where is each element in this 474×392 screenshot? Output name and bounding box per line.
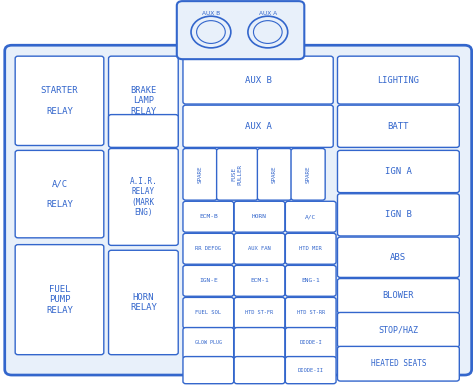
Text: FUEL
PUMP
RELAY: FUEL PUMP RELAY: [46, 285, 73, 314]
Text: AUX B: AUX B: [202, 11, 220, 16]
FancyBboxPatch shape: [337, 312, 459, 347]
FancyBboxPatch shape: [183, 56, 333, 104]
FancyBboxPatch shape: [183, 298, 234, 328]
FancyBboxPatch shape: [337, 151, 459, 192]
FancyBboxPatch shape: [285, 233, 336, 264]
FancyBboxPatch shape: [337, 105, 459, 147]
FancyBboxPatch shape: [291, 149, 325, 200]
Text: SPARE: SPARE: [198, 165, 202, 183]
Text: IGN B: IGN B: [385, 211, 412, 220]
FancyBboxPatch shape: [285, 201, 336, 232]
FancyBboxPatch shape: [234, 357, 285, 384]
Text: A/C: A/C: [305, 214, 316, 219]
Text: LIGHTING: LIGHTING: [377, 76, 419, 85]
FancyBboxPatch shape: [183, 201, 234, 232]
Text: AUX A: AUX A: [245, 122, 272, 131]
FancyBboxPatch shape: [337, 237, 459, 278]
Text: BATT: BATT: [388, 122, 409, 131]
Text: ECM-1: ECM-1: [250, 278, 269, 283]
Text: STARTER

RELAY: STARTER RELAY: [41, 86, 78, 116]
FancyBboxPatch shape: [109, 114, 178, 147]
FancyBboxPatch shape: [234, 328, 285, 358]
FancyBboxPatch shape: [234, 265, 285, 296]
Text: IGN A: IGN A: [385, 167, 412, 176]
Text: BRAKE
LAMP
RELAY: BRAKE LAMP RELAY: [130, 86, 156, 116]
Text: A.I.R.
RELAY
(MARK
ENG): A.I.R. RELAY (MARK ENG): [129, 177, 157, 217]
FancyBboxPatch shape: [337, 194, 459, 236]
FancyBboxPatch shape: [183, 149, 217, 200]
FancyBboxPatch shape: [109, 149, 178, 245]
FancyBboxPatch shape: [183, 233, 234, 264]
Text: HTD MIR: HTD MIR: [300, 246, 322, 251]
FancyBboxPatch shape: [183, 328, 234, 358]
FancyBboxPatch shape: [183, 105, 333, 147]
Text: ENG-1: ENG-1: [301, 278, 320, 283]
Text: RR DEFOG: RR DEFOG: [195, 246, 221, 251]
FancyBboxPatch shape: [109, 56, 178, 145]
FancyBboxPatch shape: [285, 265, 336, 296]
FancyBboxPatch shape: [217, 149, 258, 200]
Text: HEATED SEATS: HEATED SEATS: [371, 359, 426, 368]
FancyBboxPatch shape: [15, 56, 104, 145]
Text: ECM-B: ECM-B: [199, 214, 218, 219]
FancyBboxPatch shape: [285, 298, 336, 328]
FancyBboxPatch shape: [337, 347, 459, 381]
FancyBboxPatch shape: [337, 279, 459, 313]
FancyBboxPatch shape: [285, 328, 336, 358]
FancyBboxPatch shape: [257, 149, 292, 200]
Text: AUX B: AUX B: [245, 76, 272, 85]
Text: AUX FAN: AUX FAN: [248, 246, 271, 251]
FancyBboxPatch shape: [234, 298, 285, 328]
FancyBboxPatch shape: [15, 245, 104, 355]
Text: A/C

RELAY: A/C RELAY: [46, 179, 73, 209]
Text: IGN-E: IGN-E: [199, 278, 218, 283]
Text: ABS: ABS: [390, 253, 407, 262]
FancyBboxPatch shape: [177, 1, 304, 59]
Text: SPARE: SPARE: [306, 165, 310, 183]
Text: DIODE-I: DIODE-I: [300, 341, 322, 345]
Text: BLOWER: BLOWER: [383, 291, 414, 300]
FancyBboxPatch shape: [183, 265, 234, 296]
Text: HORN
RELAY: HORN RELAY: [130, 293, 157, 312]
FancyBboxPatch shape: [337, 56, 459, 104]
FancyBboxPatch shape: [234, 233, 285, 264]
FancyBboxPatch shape: [285, 357, 336, 384]
FancyBboxPatch shape: [5, 45, 472, 375]
Text: HTD ST-RR: HTD ST-RR: [297, 310, 325, 315]
Text: FUSE
PULLER: FUSE PULLER: [232, 164, 243, 185]
Text: SPARE: SPARE: [272, 165, 277, 183]
Text: FUEL SOL: FUEL SOL: [195, 310, 221, 315]
FancyBboxPatch shape: [15, 151, 104, 238]
Text: DIODE-II: DIODE-II: [298, 368, 324, 373]
Text: HTD ST-FR: HTD ST-FR: [246, 310, 273, 315]
FancyBboxPatch shape: [109, 250, 178, 355]
FancyBboxPatch shape: [234, 201, 285, 232]
Text: HORN: HORN: [252, 214, 267, 219]
Text: STOP/HAZ: STOP/HAZ: [378, 325, 419, 334]
Text: AUX A: AUX A: [259, 11, 277, 16]
FancyBboxPatch shape: [183, 357, 234, 384]
Text: GLOW PLUG: GLOW PLUG: [195, 341, 222, 345]
